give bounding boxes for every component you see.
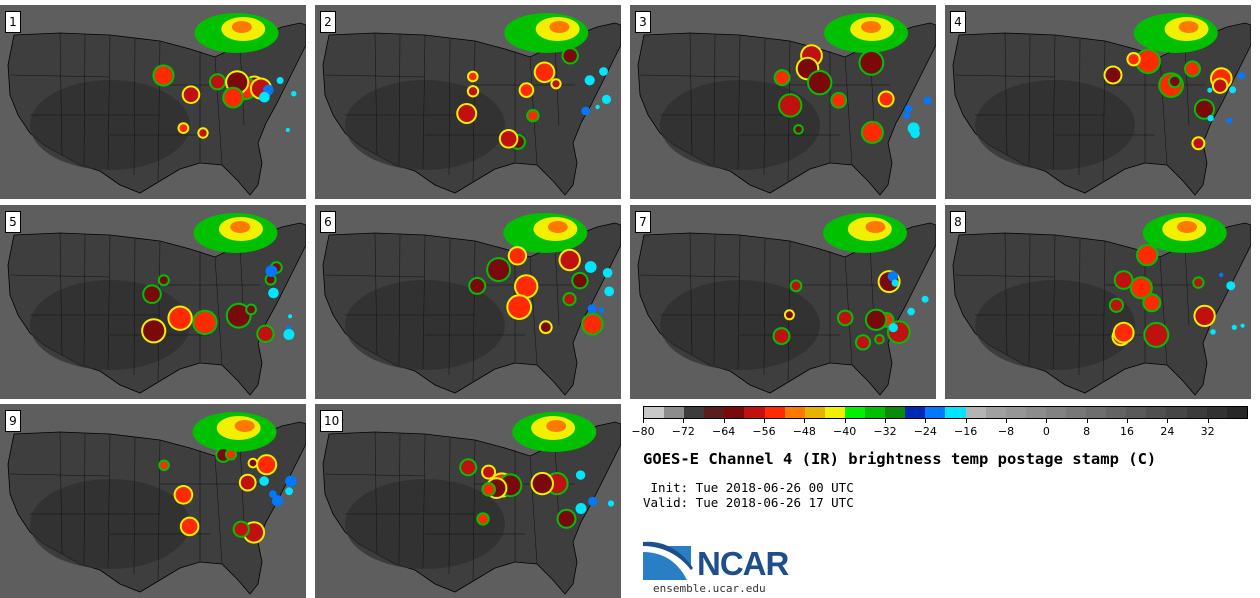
colorbar-segment bbox=[764, 407, 785, 418]
colorbar-tick bbox=[1207, 419, 1209, 423]
colorbar-segment bbox=[704, 407, 725, 418]
colorbar-tick-label: −48 bbox=[792, 425, 816, 438]
colorbar bbox=[643, 406, 1248, 419]
colorbar-tick-label: −16 bbox=[954, 425, 978, 438]
valid-time: Valid: Tue 2018-06-26 17 UTC bbox=[643, 495, 854, 510]
colorbar-segment bbox=[1226, 407, 1247, 418]
panel-number-label: 5 bbox=[5, 211, 21, 233]
satellite-map bbox=[0, 205, 306, 399]
satellite-map bbox=[0, 404, 306, 598]
satellite-map bbox=[315, 205, 621, 399]
colorbar-tick bbox=[1127, 419, 1128, 423]
colorbar-tick bbox=[1006, 419, 1007, 423]
colorbar-tick bbox=[643, 419, 644, 423]
colorbar-segment bbox=[724, 407, 745, 418]
panel-number-label: 2 bbox=[320, 11, 336, 33]
postage-stamp-panel: 4 bbox=[945, 5, 1251, 199]
satellite-map bbox=[945, 5, 1251, 199]
ncar-logo-icon bbox=[643, 541, 693, 580]
colorbar-segment bbox=[945, 407, 966, 418]
colorbar-tick bbox=[885, 419, 886, 423]
satellite-map bbox=[945, 205, 1251, 399]
postage-stamp-panel: 3 bbox=[630, 5, 936, 199]
postage-stamp-panel: 9 bbox=[0, 404, 306, 598]
colorbar-segment bbox=[1186, 407, 1207, 418]
panel-number-label: 8 bbox=[950, 211, 966, 233]
colorbar-tick bbox=[1086, 419, 1088, 423]
ncar-logo-text: NCAR bbox=[697, 545, 789, 582]
colorbar-segment bbox=[1086, 407, 1107, 418]
colorbar-segment bbox=[1065, 407, 1087, 418]
colorbar-segment bbox=[925, 407, 946, 418]
panel-number-label: 7 bbox=[635, 211, 651, 233]
satellite-map bbox=[315, 5, 621, 199]
init-time: Init: Tue 2018-06-26 00 UTC bbox=[643, 480, 854, 495]
colorbar-segment bbox=[965, 407, 986, 418]
colorbar-tick-label: −24 bbox=[913, 425, 937, 438]
colorbar-tick-label: −56 bbox=[752, 425, 776, 438]
postage-stamp-panel: 7 bbox=[630, 205, 936, 399]
colorbar-tick-label: −72 bbox=[671, 425, 695, 438]
satellite-map bbox=[315, 404, 621, 598]
colorbar-segment bbox=[865, 407, 886, 418]
colorbar-segment bbox=[1166, 407, 1187, 418]
colorbar-tick-label: 32 bbox=[1200, 425, 1215, 438]
satellite-map bbox=[630, 5, 936, 199]
colorbar-segment bbox=[1025, 407, 1046, 418]
panel-number-label: 10 bbox=[320, 410, 344, 432]
postage-stamp-panel: 5 bbox=[0, 205, 306, 399]
colorbar-tick-label: −80 bbox=[631, 425, 655, 438]
colorbar-tick bbox=[844, 419, 846, 423]
colorbar-segment bbox=[644, 407, 665, 418]
colorbar-ticks: −80 −72 −64 −56 −48 −40 −32 −24 −16 −8 0 8 16 24 32 bbox=[631, 419, 1248, 441]
postage-stamp-panel: 8 bbox=[945, 205, 1251, 399]
colorbar-tick-label: −40 bbox=[833, 425, 857, 438]
panel-number-label: 3 bbox=[635, 11, 651, 33]
postage-stamp-panel: 10 bbox=[315, 404, 621, 598]
colorbar-tick bbox=[723, 419, 725, 423]
colorbar-tick bbox=[925, 419, 927, 423]
colorbar-tick-label: −8 bbox=[997, 425, 1015, 438]
colorbar-segment bbox=[784, 407, 805, 418]
colorbar-tick bbox=[764, 419, 765, 423]
colorbar-tick bbox=[1167, 419, 1169, 423]
colorbar-tick-label: −64 bbox=[712, 425, 736, 438]
colorbar-tick bbox=[683, 419, 685, 423]
panel-number-label: 9 bbox=[5, 410, 21, 432]
panel-number-label: 4 bbox=[950, 11, 966, 33]
postage-stamp-panel: 2 bbox=[315, 5, 621, 199]
site-url: ensemble.ucar.edu bbox=[653, 582, 766, 595]
colorbar-tick bbox=[965, 419, 967, 423]
colorbar-segment bbox=[844, 407, 866, 418]
panel-number-label: 6 bbox=[320, 211, 336, 233]
colorbar-segment bbox=[744, 407, 765, 418]
colorbar-tick-label: 8 bbox=[1083, 425, 1091, 438]
colorbar-segment bbox=[885, 407, 906, 418]
figure-title: GOES-E Channel 4 (IR) brightness temp po… bbox=[643, 450, 1157, 468]
colorbar-tick-label: −32 bbox=[873, 425, 897, 438]
colorbar-segment bbox=[1045, 407, 1066, 418]
colorbar-tick bbox=[1046, 419, 1048, 423]
colorbar-tick-label: 0 bbox=[1042, 425, 1050, 438]
colorbar-tick-label: 24 bbox=[1160, 425, 1175, 438]
colorbar-tick bbox=[804, 419, 806, 423]
postage-stamp-panel: 1 bbox=[0, 5, 306, 199]
colorbar-segment bbox=[1106, 407, 1127, 418]
colorbar-segment bbox=[824, 407, 845, 418]
colorbar-tick-label: 16 bbox=[1120, 425, 1134, 438]
colorbar-segment bbox=[684, 407, 705, 418]
colorbar-segment bbox=[1146, 407, 1167, 418]
satellite-map bbox=[0, 5, 306, 199]
colorbar-segment bbox=[804, 407, 825, 418]
postage-stamp-panel: 6 bbox=[315, 205, 621, 399]
satellite-map bbox=[630, 205, 936, 399]
panel-number-label: 1 bbox=[5, 11, 21, 33]
colorbar-segment bbox=[1126, 407, 1147, 418]
colorbar-segment bbox=[985, 407, 1006, 418]
colorbar-segment bbox=[1206, 407, 1227, 418]
colorbar-segment bbox=[905, 407, 926, 418]
colorbar-segment bbox=[1005, 407, 1026, 418]
colorbar-segment bbox=[664, 407, 685, 418]
